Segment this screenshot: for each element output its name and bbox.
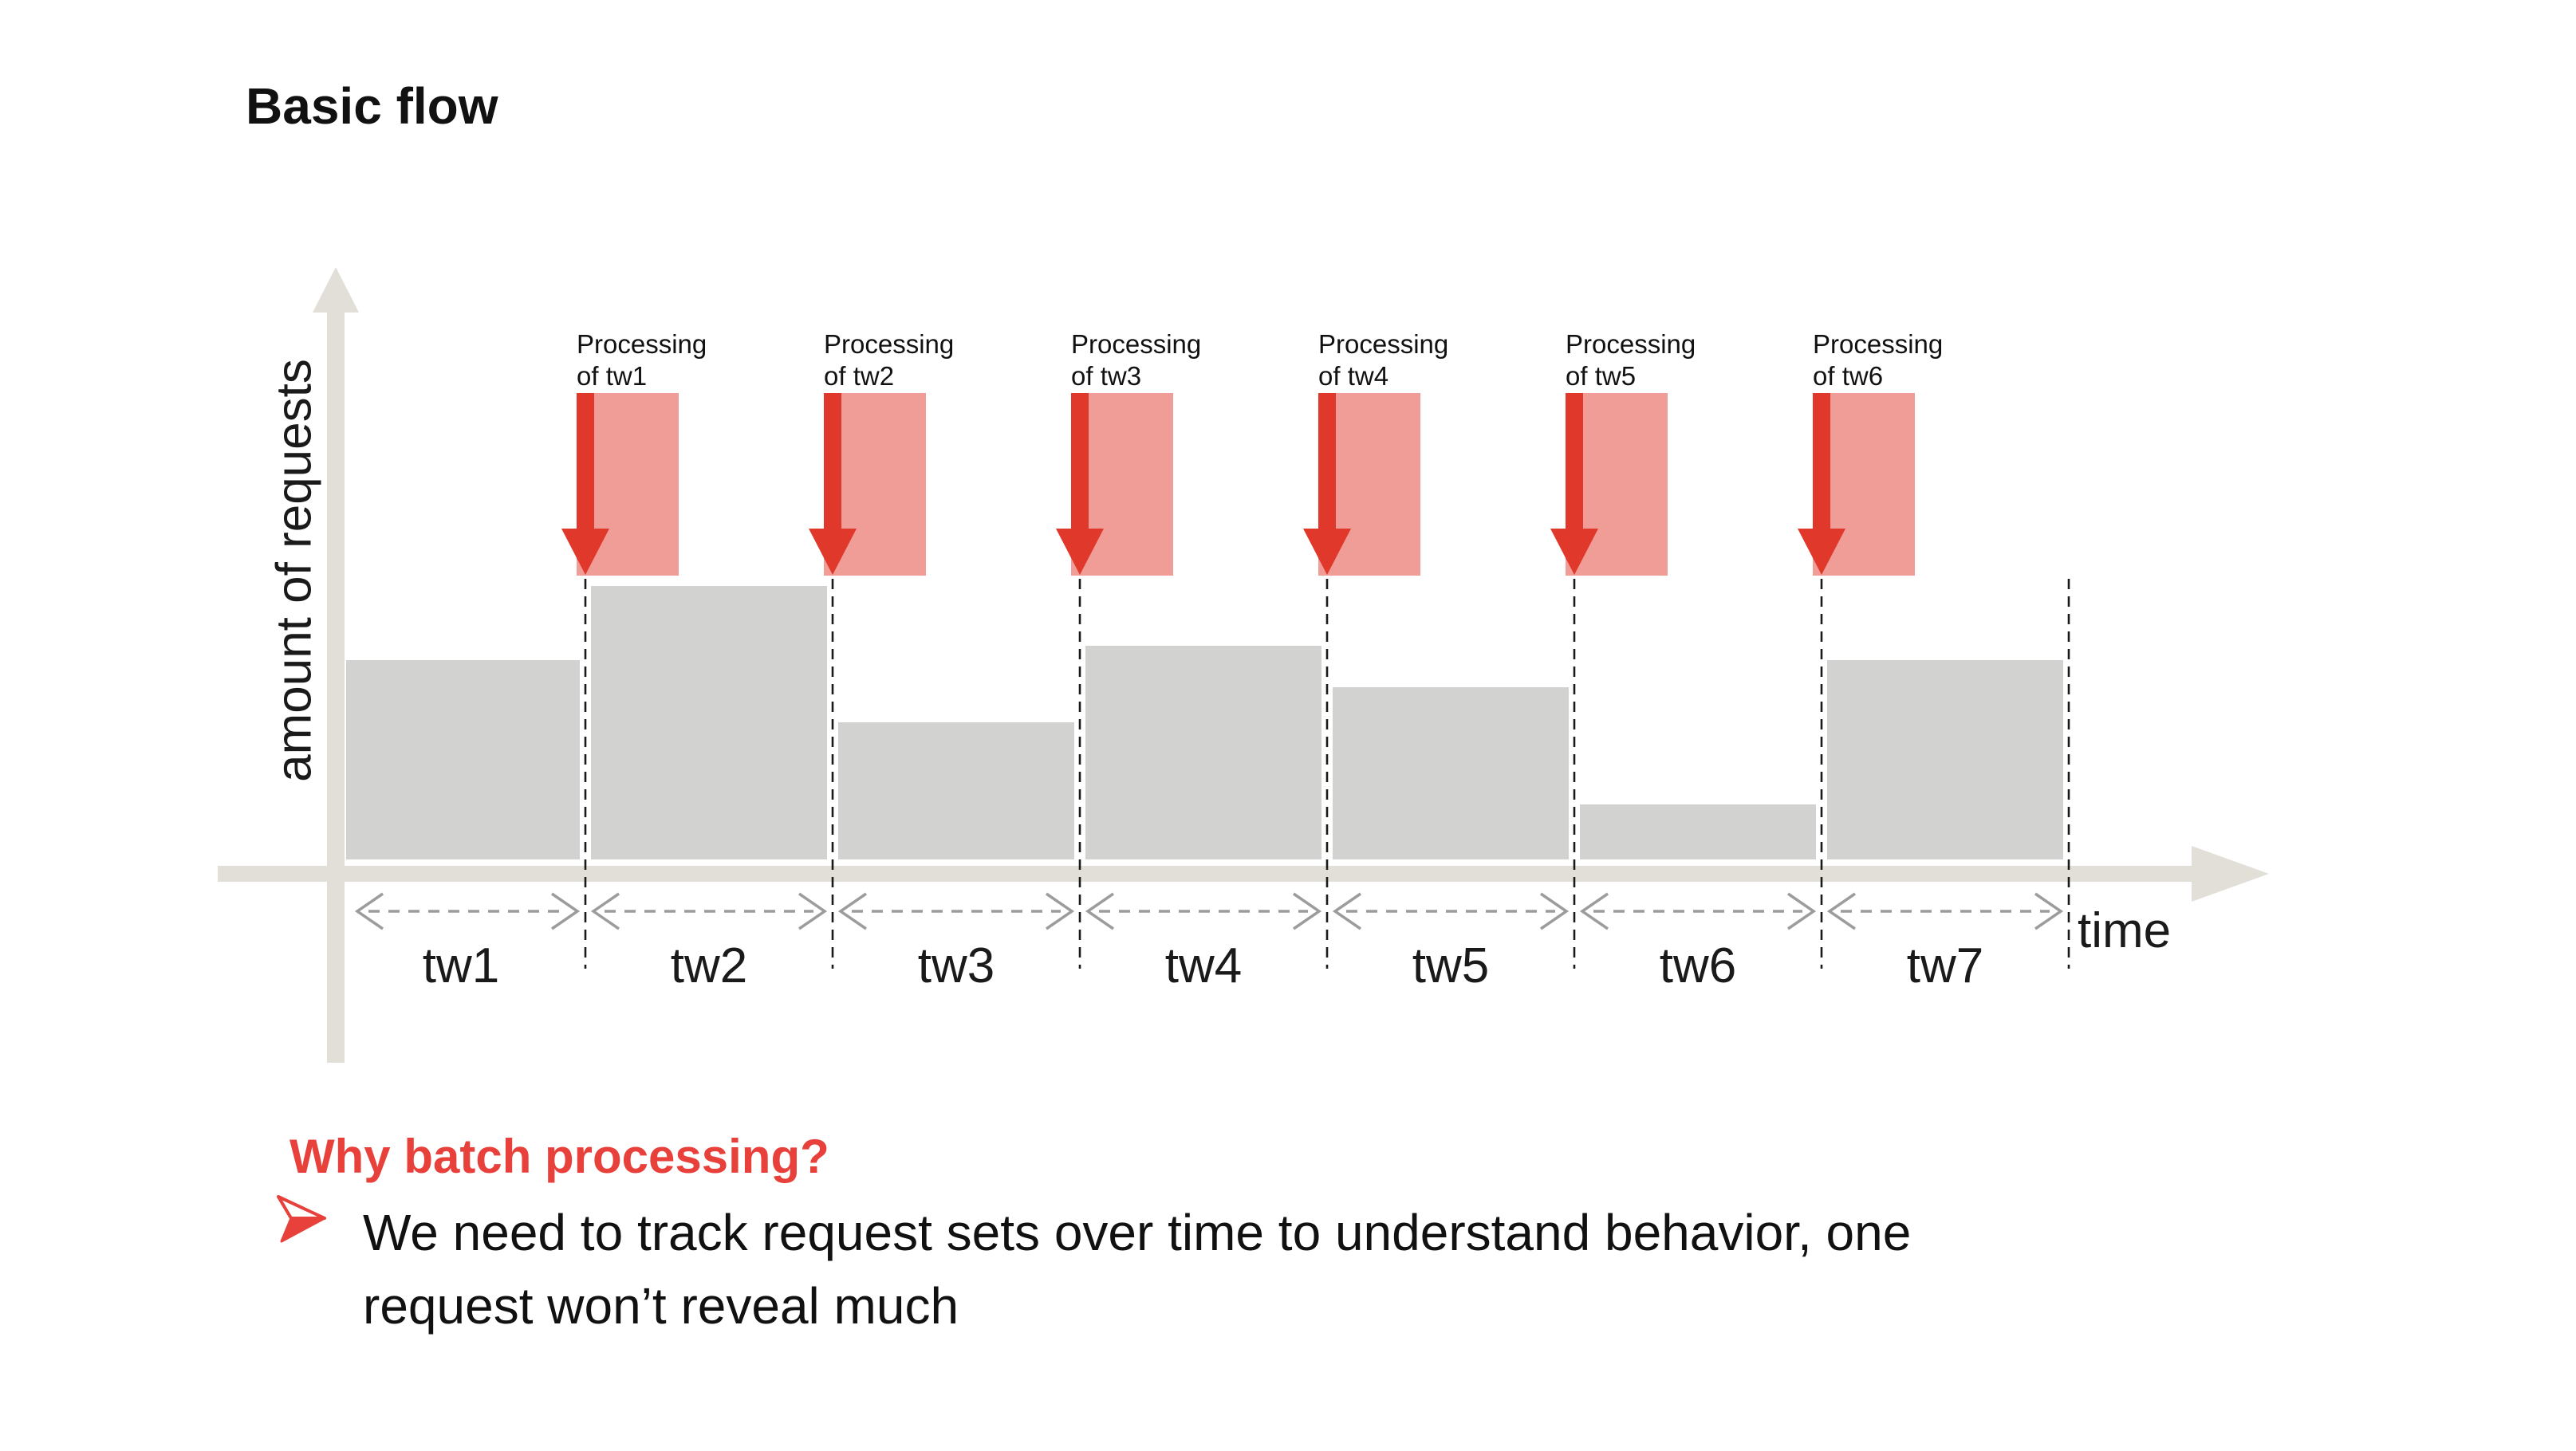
span-arrow-left-chevron [1579,892,1609,930]
processing-annotation-tw6: Processing of tw6 [1797,328,1943,584]
bar-tw6 [1580,804,1816,859]
processing-arrow-shaft [824,393,841,529]
bar-tw5 [1333,687,1569,859]
window-span-arrow-tw2 [590,892,828,930]
span-arrow-right-chevron [798,892,828,930]
window-label-tw7: tw7 [1906,938,1984,993]
bullet-text: We need to track request sets over time … [363,1196,1911,1343]
span-arrow-left-chevron [590,892,620,930]
processing-arrow-head [809,529,857,575]
span-arrow-right-chevron [1046,892,1075,930]
window-span-arrow-tw5 [1332,892,1570,930]
processing-annotation-tw4: Processing of tw4 [1302,328,1448,584]
processing-label: Processing of tw2 [824,329,955,391]
footer-heading: Why batch processing? [290,1130,829,1183]
window-span-arrow-tw6 [1579,892,1817,930]
processing-arrow-shaft [1813,393,1830,529]
processing-arrow-shaft [1071,393,1089,529]
bar-tw1 [346,660,580,859]
span-arrow-left-chevron [1826,892,1856,930]
bullet-line-2: request won’t reveal much [363,1277,959,1335]
window-label-tw1: tw1 [422,938,500,993]
x-axis-arrowhead [2192,846,2269,902]
processing-arrow-shaft [1566,393,1583,529]
processing-arrow-shaft [577,393,594,529]
processing-label: Processing of tw5 [1566,329,1696,391]
span-arrow-right-chevron [551,892,581,930]
span-arrow-left-chevron [1085,892,1114,930]
span-arrow-right-chevron [2034,892,2064,930]
span-arrow-right-chevron [1540,892,1570,930]
window-span-arrow-tw4 [1085,892,1322,930]
bullet-line-1: We need to track request sets over time … [363,1204,1912,1261]
x-axis-label: time [2078,903,2172,958]
processing-arrow-head [1056,529,1104,575]
window-label-tw5: tw5 [1412,938,1490,993]
processing-label: Processing of tw1 [577,329,707,391]
processing-annotation-tw2: Processing of tw2 [808,328,954,584]
x-axis-line [218,866,2193,882]
processing-label: Processing of tw3 [1071,329,1202,391]
arrow-bullet-icon [277,1195,326,1243]
span-arrow-left-chevron [1332,892,1361,930]
bar-tw2 [591,586,827,859]
window-span-arrow-tw1 [354,892,581,930]
processing-arrow-head [1798,529,1845,575]
processing-label: Processing of tw4 [1318,329,1449,391]
span-arrow-right-chevron [1787,892,1817,930]
y-axis-label: amount of requests [266,359,322,782]
processing-annotation-tw5: Processing of tw5 [1550,328,1696,584]
window-label-tw4: tw4 [1164,938,1243,993]
bar-tw4 [1085,646,1321,859]
processing-arrow-head [1550,529,1598,575]
window-span-arrow-tw3 [837,892,1075,930]
window-label-tw2: tw2 [670,938,748,993]
bar-tw3 [838,722,1074,859]
span-arrow-left-chevron [837,892,867,930]
window-label-tw6: tw6 [1659,938,1737,993]
processing-arrow-shaft [1318,393,1336,529]
processing-arrow-head [1303,529,1351,575]
processing-annotation-tw3: Processing of tw3 [1055,328,1201,584]
processing-label: Processing of tw6 [1813,329,1944,391]
y-axis-line [327,309,345,1063]
processing-arrow-head [561,529,609,575]
window-label-tw3: tw3 [917,938,995,993]
processing-annotation-tw1: Processing of tw1 [561,328,707,584]
window-span-arrow-tw7 [1826,892,2064,930]
bar-tw7 [1827,660,2063,859]
page-title: Basic flow [246,77,498,135]
y-axis-arrowhead [313,267,359,313]
span-arrow-left-chevron [354,892,384,930]
span-arrow-right-chevron [1293,892,1322,930]
